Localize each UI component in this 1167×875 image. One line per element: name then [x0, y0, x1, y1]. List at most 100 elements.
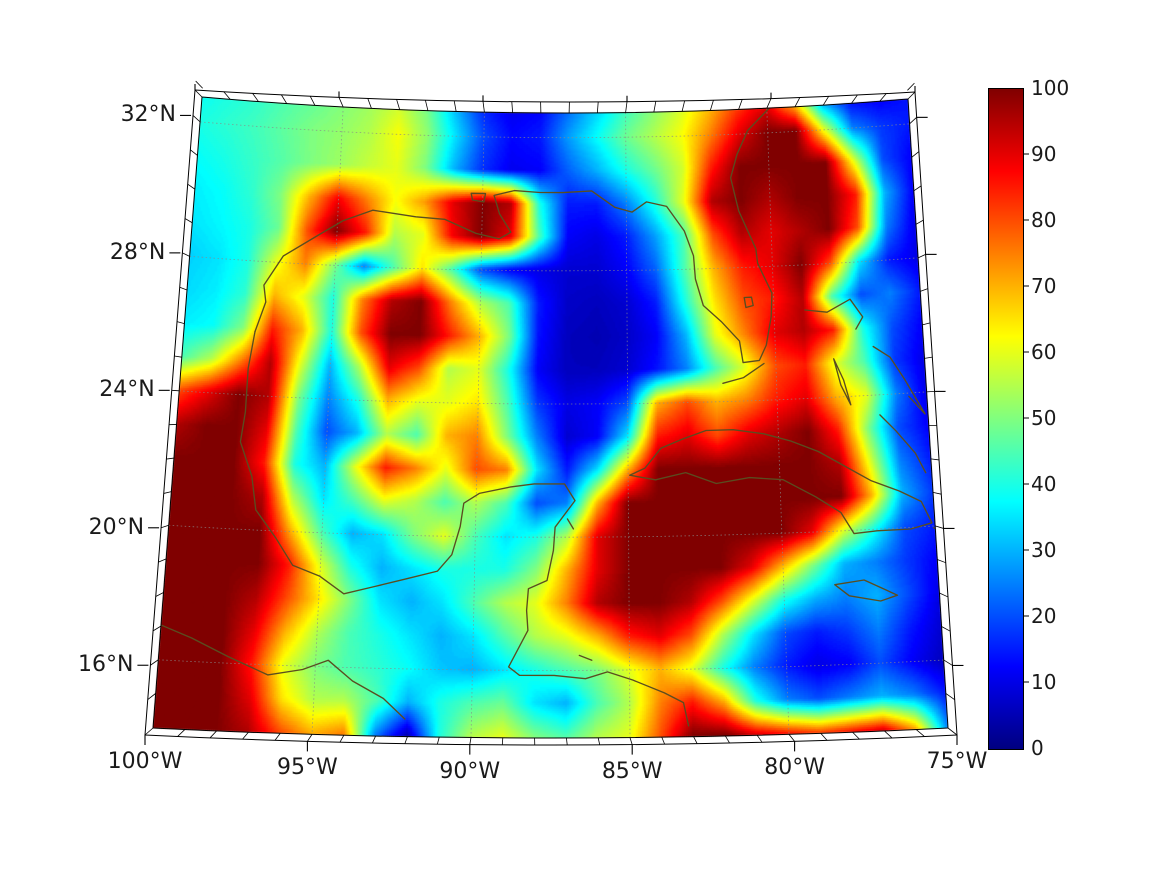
- minor-tick: [396, 99, 401, 110]
- gridline-meridian: [766, 108, 790, 735]
- minor-tick: [184, 218, 193, 224]
- minor-tick: [469, 737, 472, 745]
- minor-tick: [822, 96, 829, 106]
- minor-tick: [182, 252, 190, 257]
- coastline-mexico-central-america-gulf-coast: [239, 330, 690, 727]
- minor-tick: [820, 733, 828, 741]
- minor-tick: [922, 322, 931, 326]
- colorbar-tick-label: 80: [1031, 208, 1057, 232]
- lon-tick-label: 75°W: [926, 749, 988, 774]
- minor-tick: [144, 727, 154, 736]
- colorbar-tick-label: 40: [1031, 472, 1057, 496]
- minor-tick: [150, 659, 159, 666]
- minor-tick: [738, 99, 743, 110]
- minor-tick: [930, 458, 940, 461]
- minor-tick: [913, 185, 922, 192]
- minor-tick: [252, 93, 259, 102]
- minor-tick: [851, 94, 858, 104]
- map-outer-frame: [144, 89, 958, 746]
- coastlines: [154, 97, 943, 727]
- lat-tick-label: 28°N: [109, 239, 166, 265]
- minor-tick: [788, 734, 795, 742]
- minor-tick: [915, 219, 924, 225]
- colorbar-ticks: [1023, 153, 1029, 683]
- lat-tick-label: 32°N: [120, 102, 177, 128]
- colorbar-tick-label: 0: [1031, 736, 1044, 760]
- colorbar-tick-label: 90: [1031, 142, 1057, 166]
- minor-tick: [274, 733, 281, 741]
- colorbar-tick-label: 20: [1031, 604, 1057, 628]
- minor-tick: [911, 151, 920, 158]
- lon-tick-label: 80°W: [764, 755, 825, 781]
- minor-tick: [242, 731, 249, 740]
- colorbar-tick-label: 60: [1031, 340, 1057, 364]
- minor-tick: [625, 101, 628, 113]
- minor-tick: [693, 736, 698, 744]
- minor-tick: [909, 117, 917, 125]
- graticule: [158, 106, 944, 738]
- minor-tick: [756, 735, 763, 743]
- minor-tick: [794, 97, 801, 107]
- minor-tick: [174, 355, 182, 358]
- minor-tick: [709, 100, 714, 111]
- lat-tick-label: 20°N: [88, 514, 145, 540]
- gridline-meridian: [470, 112, 485, 738]
- map-frame: [137, 80, 964, 755]
- minor-tick: [937, 559, 946, 564]
- minor-tick: [725, 735, 730, 744]
- gridline-parallel: [168, 524, 936, 538]
- gridline-meridian: [311, 106, 344, 735]
- coastline-cuba: [629, 429, 933, 535]
- gridline-parallel: [200, 121, 910, 139]
- minor-tick: [163, 491, 172, 494]
- coastline-ragged-island-cays: [879, 414, 927, 474]
- coastline-mexico-pacific-coast: [154, 621, 406, 720]
- colorbar-tick-label: 100: [1031, 76, 1070, 100]
- minor-tick: [177, 729, 186, 737]
- coastline-andros-island: [833, 358, 852, 406]
- colorbar: [988, 88, 1024, 750]
- map-inner-frame: [152, 96, 949, 739]
- coastline-us-gulf-atlantic-coast: [254, 97, 798, 364]
- gridline-parallel: [189, 255, 919, 272]
- minor-tick: [917, 254, 926, 259]
- colorbar-tick-label: 70: [1031, 274, 1057, 298]
- minor-tick: [629, 737, 633, 745]
- minor-tick: [307, 734, 313, 742]
- coastline-grand-bahama-abaco: [804, 298, 864, 330]
- minor-tick: [939, 592, 949, 598]
- lat-tick-label: 24°N: [99, 377, 155, 403]
- minor-tick: [597, 737, 601, 745]
- minor-tick: [907, 82, 915, 91]
- minor-tick: [941, 626, 951, 632]
- minor-tick: [187, 183, 196, 190]
- minor-tick: [166, 457, 175, 460]
- minor-tick: [653, 101, 657, 113]
- minor-tick: [436, 737, 440, 745]
- lon-tick-label: 95°W: [277, 755, 338, 781]
- coastline-bay-islands-roatan: [578, 654, 593, 661]
- minor-tick: [339, 735, 345, 743]
- coastline-jamaica: [834, 579, 899, 602]
- minor-tick: [195, 80, 203, 89]
- colorbar-tick-label: 50: [1031, 406, 1057, 430]
- minor-tick: [152, 625, 162, 632]
- minor-tick: [192, 115, 201, 123]
- minor-tick: [945, 693, 955, 701]
- lon-tick-label: 100°W: [107, 749, 183, 774]
- minor-tick: [947, 727, 958, 736]
- minor-tick: [309, 96, 316, 106]
- minor-tick: [453, 100, 457, 112]
- minor-tick: [915, 729, 925, 737]
- minor-tick: [766, 98, 772, 109]
- minor-tick: [511, 101, 514, 113]
- minor-tick: [661, 737, 666, 745]
- coastline-lake-pontchartrain: [470, 192, 487, 203]
- coastline-florida-keys: [722, 362, 765, 384]
- minor-tick: [907, 91, 916, 100]
- minor-tick: [160, 524, 169, 529]
- colorbar-tick-label: 30: [1031, 538, 1057, 562]
- coastline-lake-okeechobee: [743, 296, 754, 309]
- minor-tick: [404, 736, 408, 744]
